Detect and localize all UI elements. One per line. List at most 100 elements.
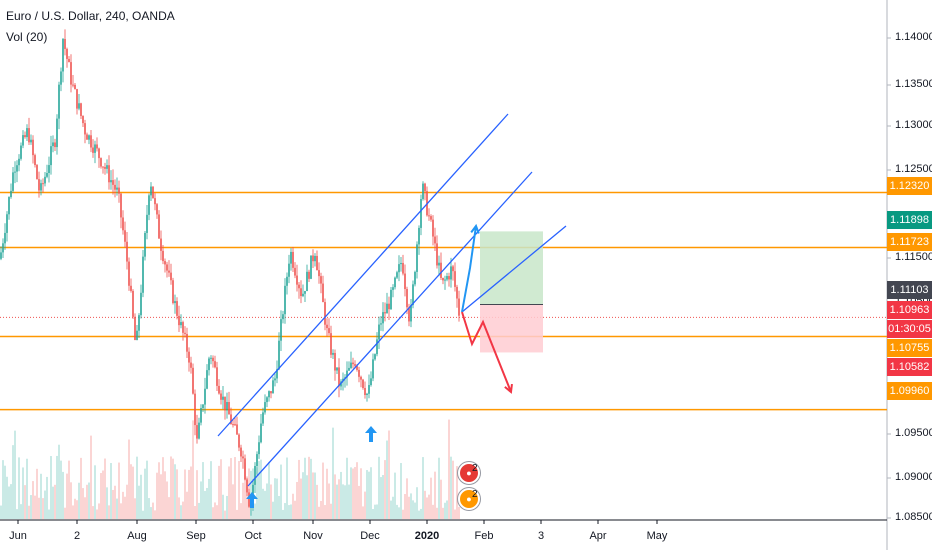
candle-body	[326, 324, 328, 329]
volume-bar	[2, 460, 4, 519]
volume-bar	[182, 501, 184, 519]
volume-bar	[408, 496, 410, 519]
volume-bar	[200, 481, 202, 519]
volume-bar	[230, 458, 232, 519]
volume-bar	[310, 458, 312, 519]
candle-body	[208, 358, 210, 371]
volume-bar	[246, 476, 248, 519]
price-axis-label: 1.14000	[895, 31, 932, 43]
volume-bar	[296, 481, 298, 519]
price-badge[interactable]: 1.10582	[887, 358, 932, 376]
time-axis-label: Feb	[474, 530, 494, 542]
candle-body	[306, 271, 308, 292]
candle-body	[280, 319, 282, 341]
price-badge[interactable]: 1.12320	[887, 177, 932, 195]
volume-bar	[388, 430, 390, 519]
volume-bar	[72, 505, 74, 519]
price-axis-label: 1.09500	[895, 427, 932, 439]
price-badge[interactable]: 1.10963	[887, 301, 932, 319]
volume-bar	[264, 490, 266, 519]
volume-bar	[86, 484, 88, 519]
candle-body	[296, 275, 298, 285]
volume-bar	[104, 458, 106, 519]
volume-bar	[210, 461, 212, 519]
volume-bar	[260, 459, 262, 519]
price-badge[interactable]: 1.11103	[887, 281, 932, 299]
candle-body	[106, 165, 108, 169]
volume-bar	[452, 460, 454, 519]
candle-body	[336, 367, 338, 371]
candle-body	[404, 273, 406, 290]
symbol-legend[interactable]: Euro / U.S. Dollar, 240, OANDA	[6, 9, 175, 23]
price-badge[interactable]: 1.11898	[887, 211, 932, 229]
volume-bar	[206, 487, 208, 519]
volume-bar	[20, 504, 22, 519]
volume-bar	[136, 456, 138, 519]
candle-body	[166, 264, 168, 271]
volume-bar	[266, 483, 268, 519]
candle-body	[346, 370, 348, 378]
candle-body	[232, 424, 234, 426]
candle-body	[330, 333, 332, 355]
candle-body	[104, 166, 106, 169]
volume-bar	[58, 444, 60, 519]
volume-bar	[132, 466, 134, 519]
volume-bar	[396, 504, 398, 519]
volume-bar	[350, 467, 352, 519]
candle-body	[320, 276, 322, 284]
volume-bar	[446, 500, 448, 519]
volume-bar	[312, 472, 314, 519]
candle-body	[126, 241, 128, 262]
volume-bar	[422, 457, 424, 519]
price-axis-label: 1.12500	[895, 163, 932, 175]
economic-event-icon[interactable]: ●	[458, 488, 480, 510]
candle-body	[390, 289, 392, 310]
candle-body	[366, 393, 368, 396]
candle-body	[422, 183, 424, 200]
volume-bar	[122, 491, 124, 519]
volume-bar	[448, 419, 450, 519]
long-projection-arrow	[461, 225, 477, 313]
candle-body	[110, 180, 112, 183]
volume-bar	[40, 473, 42, 519]
candle-body	[212, 357, 214, 362]
price-badge[interactable]: 1.11723	[887, 233, 932, 251]
volume-bar	[334, 474, 336, 519]
price-badge[interactable]: 1.09960	[887, 382, 932, 400]
candle-body	[144, 232, 146, 257]
candle-body	[68, 58, 70, 63]
candle-body	[4, 232, 6, 244]
volume-bar	[454, 509, 456, 519]
volume-legend[interactable]: Vol (20)	[6, 30, 48, 44]
candle-body	[452, 266, 454, 272]
volume-bar	[154, 510, 156, 519]
volume-bar	[186, 491, 188, 519]
time-axis-label: Apr	[589, 530, 607, 542]
candle-body	[236, 424, 238, 435]
candle-body	[442, 277, 444, 281]
volume-bar	[278, 496, 280, 519]
candle-body	[224, 396, 226, 411]
candle-body	[376, 339, 378, 355]
volume-bar	[204, 490, 206, 519]
volume-bar	[36, 468, 38, 519]
volume-bar	[236, 509, 238, 519]
candle-body	[300, 288, 302, 297]
volume-bar	[14, 430, 16, 519]
candle-body	[394, 277, 396, 288]
price-badge[interactable]: 01:30:05	[887, 320, 932, 338]
candle-body	[270, 391, 272, 394]
economic-event-icon[interactable]: ●	[458, 462, 480, 484]
price-badge[interactable]: 1.10755	[887, 339, 932, 357]
price-axis-label: 1.13000	[895, 119, 932, 131]
volume-bar	[430, 477, 432, 519]
volume-bar	[140, 474, 142, 519]
price-axis-label: 1.13500	[895, 78, 932, 90]
candle-body	[100, 158, 102, 167]
long-projection-arrow-head	[470, 223, 480, 234]
candle-body	[174, 301, 176, 304]
volume-bar	[304, 457, 306, 519]
volume-bar	[400, 463, 402, 519]
